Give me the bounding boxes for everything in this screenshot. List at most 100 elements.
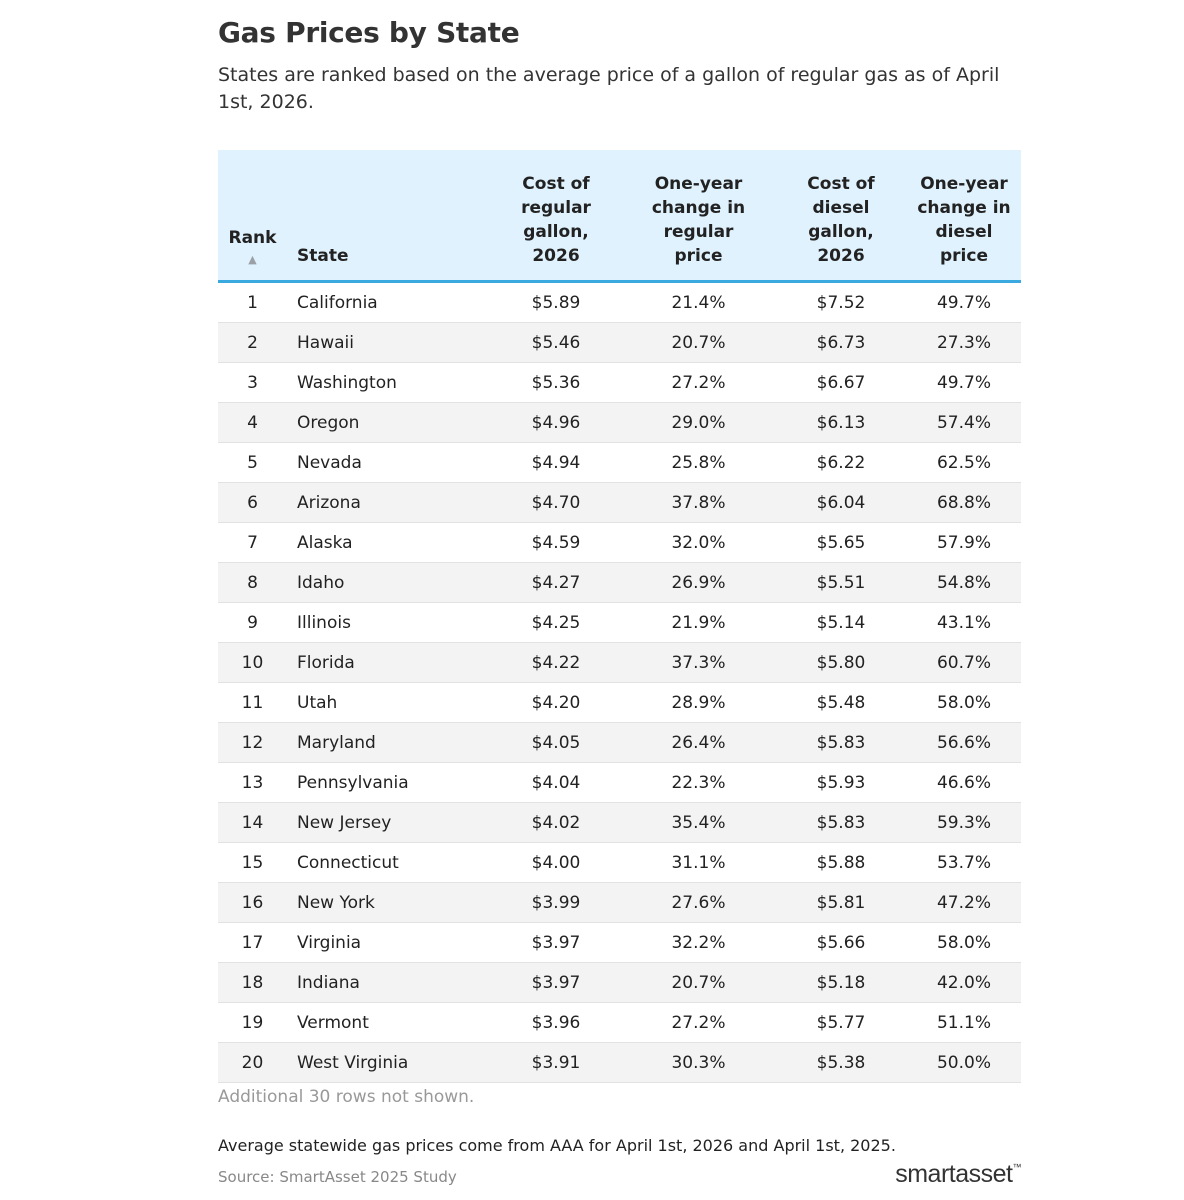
regular-change-cell: 29.0% [622, 402, 775, 443]
table-row: 3 Washington $5.36 27.2% $6.67 49.7% [218, 362, 1021, 403]
diesel-change-cell: 53.7% [907, 842, 1021, 883]
regular-cost-cell: $4.02 [490, 802, 622, 843]
smartasset-logo: smartasset™ [895, 1160, 1021, 1189]
rank-cell: 11 [218, 682, 287, 723]
table-row: 7 Alaska $4.59 32.0% $5.65 57.9% [218, 522, 1021, 563]
column-header-rank[interactable]: Rank ▲ [218, 150, 287, 283]
diesel-change-cell: 54.8% [907, 562, 1021, 603]
state-cell: California [287, 281, 490, 323]
table-header-row: Rank ▲ State Cost of regular gallon, 202… [218, 150, 1021, 283]
regular-change-cell: 32.2% [622, 922, 775, 963]
column-header-label: Rank [228, 228, 277, 248]
column-header-state[interactable]: State [287, 150, 490, 283]
column-header-diesel-change[interactable]: One-year change in diesel price [907, 150, 1021, 283]
rank-cell: 3 [218, 362, 287, 403]
logo-text: smartasset [895, 1160, 1013, 1188]
regular-change-cell: 26.9% [622, 562, 775, 603]
table-row: 8 Idaho $4.27 26.9% $5.51 54.8% [218, 562, 1021, 603]
rank-cell: 2 [218, 322, 287, 363]
state-cell: New York [287, 882, 490, 923]
state-cell: Oregon [287, 402, 490, 443]
state-cell: Pennsylvania [287, 762, 490, 803]
diesel-change-cell: 51.1% [907, 1002, 1021, 1043]
diesel-cost-cell: $5.93 [775, 762, 907, 803]
regular-cost-cell: $4.27 [490, 562, 622, 603]
table-row: 1 California $5.89 21.4% $7.52 49.7% [218, 281, 1021, 323]
table-row: 16 New York $3.99 27.6% $5.81 47.2% [218, 882, 1021, 923]
regular-cost-cell: $3.97 [490, 922, 622, 963]
state-cell: Connecticut [287, 842, 490, 883]
rank-cell: 20 [218, 1042, 287, 1083]
column-header-label: State [297, 246, 349, 266]
regular-change-cell: 21.9% [622, 602, 775, 643]
diesel-cost-cell: $6.67 [775, 362, 907, 403]
rank-cell: 17 [218, 922, 287, 963]
regular-change-cell: 37.8% [622, 482, 775, 523]
rank-cell: 18 [218, 962, 287, 1003]
table-row: 6 Arizona $4.70 37.8% $6.04 68.8% [218, 482, 1021, 523]
regular-cost-cell: $4.22 [490, 642, 622, 683]
regular-cost-cell: $3.97 [490, 962, 622, 1003]
state-cell: Maryland [287, 722, 490, 763]
trademark-symbol: ™ [1012, 1162, 1022, 1172]
regular-cost-cell: $4.05 [490, 722, 622, 763]
diesel-cost-cell: $7.52 [775, 281, 907, 323]
footnote: Average statewide gas prices come from A… [218, 1136, 896, 1155]
table-row: 15 Connecticut $4.00 31.1% $5.88 53.7% [218, 842, 1021, 883]
regular-change-cell: 22.3% [622, 762, 775, 803]
regular-change-cell: 37.3% [622, 642, 775, 683]
diesel-cost-cell: $5.48 [775, 682, 907, 723]
state-cell: Indiana [287, 962, 490, 1003]
regular-cost-cell: $4.59 [490, 522, 622, 563]
column-header-label: Cost of regular gallon, 2026 [521, 174, 591, 266]
regular-cost-cell: $4.70 [490, 482, 622, 523]
diesel-change-cell: 42.0% [907, 962, 1021, 1003]
regular-cost-cell: $4.96 [490, 402, 622, 443]
regular-change-cell: 27.2% [622, 362, 775, 403]
table-row: 12 Maryland $4.05 26.4% $5.83 56.6% [218, 722, 1021, 763]
state-cell: Arizona [287, 482, 490, 523]
regular-change-cell: 28.9% [622, 682, 775, 723]
table-body: 1 California $5.89 21.4% $7.52 49.7% 2 Hawaii $5… [218, 281, 1021, 1083]
rank-cell: 6 [218, 482, 287, 523]
state-cell: Illinois [287, 602, 490, 643]
rank-cell: 8 [218, 562, 287, 603]
table-row: 17 Virginia $3.97 32.2% $5.66 58.0% [218, 922, 1021, 963]
diesel-change-cell: 47.2% [907, 882, 1021, 923]
state-cell: West Virginia [287, 1042, 490, 1083]
column-header-label: One-year change in regular price [651, 174, 746, 266]
diesel-change-cell: 43.1% [907, 602, 1021, 643]
diesel-change-cell: 27.3% [907, 322, 1021, 363]
rank-cell: 1 [218, 281, 287, 323]
column-header-regular-change[interactable]: One-year change in regular price [622, 150, 775, 283]
column-header-diesel-cost[interactable]: Cost of diesel gallon, 2026 [775, 150, 907, 283]
rank-cell: 15 [218, 842, 287, 883]
column-header-regular-cost[interactable]: Cost of regular gallon, 2026 [490, 150, 622, 283]
diesel-cost-cell: $5.77 [775, 1002, 907, 1043]
diesel-change-cell: 68.8% [907, 482, 1021, 523]
diesel-change-cell: 49.7% [907, 362, 1021, 403]
diesel-change-cell: 49.7% [907, 281, 1021, 323]
source-line: Source: SmartAsset 2025 Study [218, 1168, 457, 1186]
regular-cost-cell: $3.99 [490, 882, 622, 923]
table-row: 10 Florida $4.22 37.3% $5.80 60.7% [218, 642, 1021, 683]
column-header-label: One-year change in diesel price [917, 174, 1011, 266]
regular-change-cell: 26.4% [622, 722, 775, 763]
sort-ascending-icon[interactable]: ▲ [248, 253, 257, 266]
table-row: 20 West Virginia $3.91 30.3% $5.38 50.0% [218, 1042, 1021, 1083]
table-row: 5 Nevada $4.94 25.8% $6.22 62.5% [218, 442, 1021, 483]
diesel-cost-cell: $5.83 [775, 802, 907, 843]
state-cell: New Jersey [287, 802, 490, 843]
rows-not-shown-note: Additional 30 rows not shown. [218, 1087, 475, 1107]
table-row: 13 Pennsylvania $4.04 22.3% $5.93 46.6% [218, 762, 1021, 803]
state-cell: Washington [287, 362, 490, 403]
table-row: 9 Illinois $4.25 21.9% $5.14 43.1% [218, 602, 1021, 643]
diesel-cost-cell: $5.51 [775, 562, 907, 603]
diesel-cost-cell: $5.66 [775, 922, 907, 963]
rank-cell: 10 [218, 642, 287, 683]
diesel-cost-cell: $6.22 [775, 442, 907, 483]
table-row: 2 Hawaii $5.46 20.7% $6.73 27.3% [218, 322, 1021, 363]
state-cell: Alaska [287, 522, 490, 563]
diesel-change-cell: 59.3% [907, 802, 1021, 843]
state-cell: Utah [287, 682, 490, 723]
